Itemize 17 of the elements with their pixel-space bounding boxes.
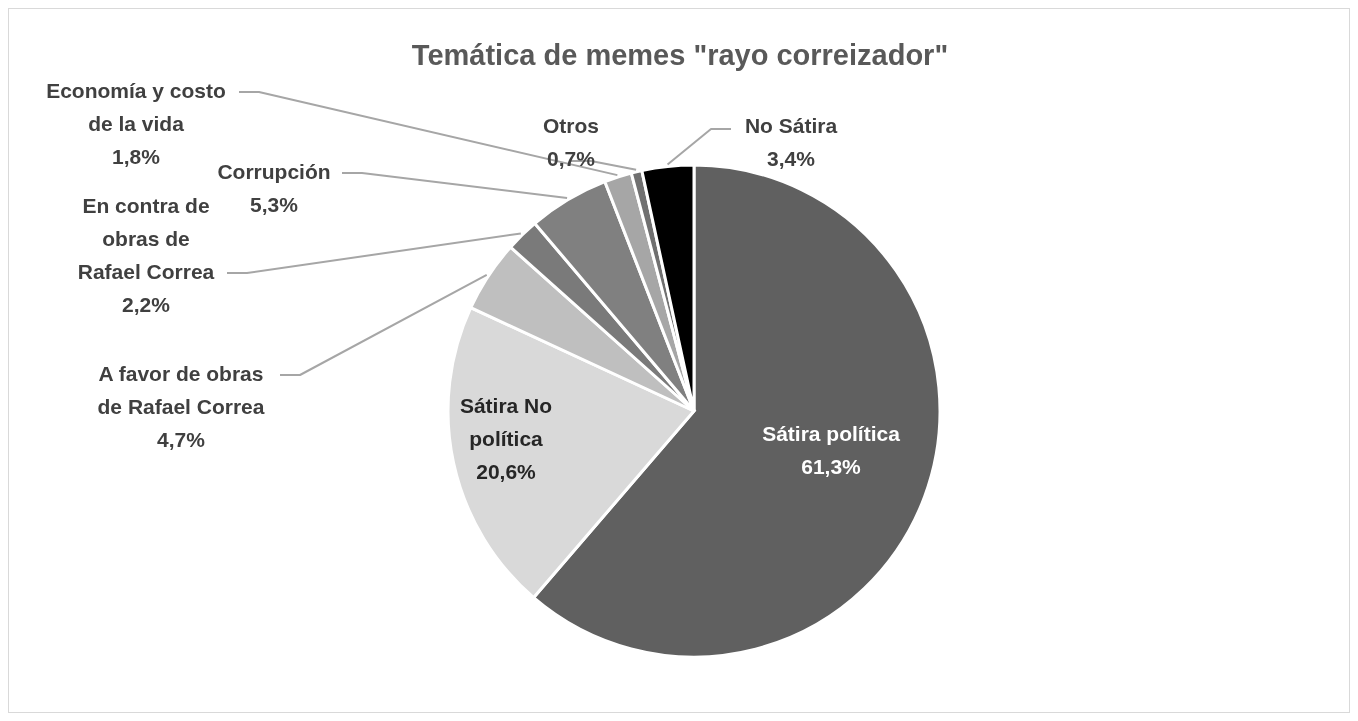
slice-label: En contra de obras de Rafael Correa [77, 194, 215, 283]
data-label: 5,3% [250, 193, 299, 216]
slice-label: A favor de obras de Rafael Correa [97, 362, 265, 418]
slice-label: Sátira política [762, 422, 901, 445]
slice-label: No Sátira [744, 114, 838, 137]
slice-label: Economía y costo de la vida [46, 79, 226, 135]
data-label: 20,6% [476, 460, 537, 483]
data-label: 2,2% [122, 293, 171, 316]
slice-label: Corrupción [217, 160, 331, 183]
data-label: 61,3% [801, 455, 862, 478]
data-label: 4,7% [157, 428, 206, 451]
slice-label: Sátira No política [459, 394, 553, 450]
data-label: 1,8% [112, 145, 161, 168]
slice-label: Otros [542, 114, 600, 137]
data-label: 3,4% [767, 147, 816, 170]
chart-title: Temática de memes "rayo correizador" [410, 39, 950, 72]
data-label: 0,7% [547, 147, 596, 170]
